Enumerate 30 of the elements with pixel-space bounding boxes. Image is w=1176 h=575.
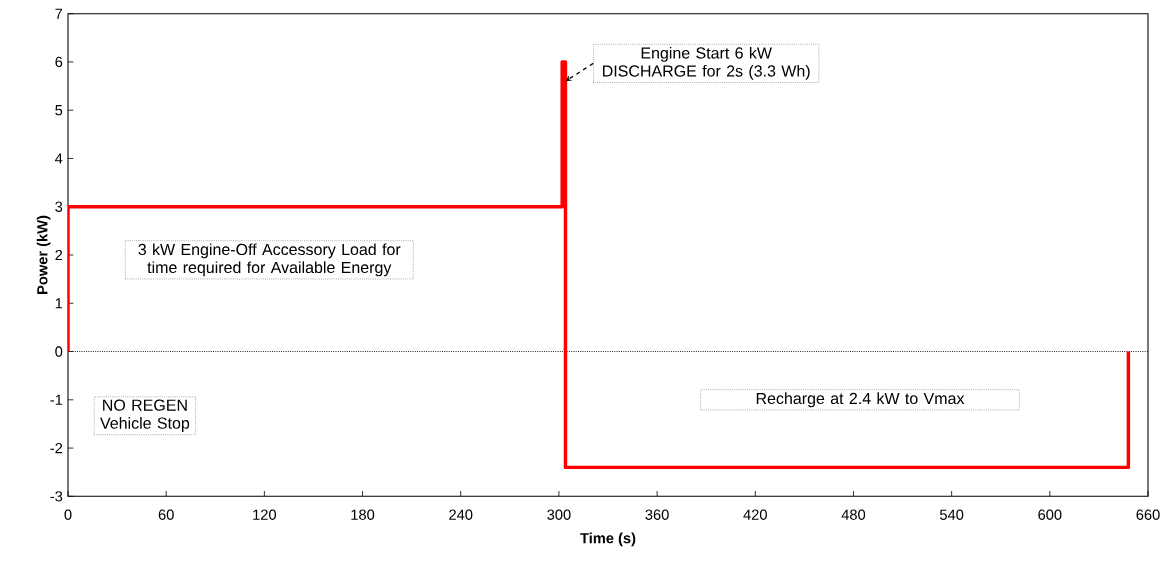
x-tick-label: 60 xyxy=(158,509,174,520)
x-tick-label: 360 xyxy=(645,509,669,520)
y-tick-label: 6 xyxy=(55,56,63,68)
y-tick-label: 1 xyxy=(55,298,63,309)
y-tick-label: 4 xyxy=(55,153,63,164)
x-tick-label: 300 xyxy=(547,509,571,520)
annotation: Recharge at 2.4 kW to Vmax xyxy=(756,392,965,408)
x-tick-label: 420 xyxy=(743,509,767,520)
x-axis-title: Time (s) xyxy=(580,532,636,547)
y-tick-label: 2 xyxy=(55,249,63,261)
x-tick-label: 180 xyxy=(351,509,375,520)
y-axis-title: Power (kW) xyxy=(36,215,51,294)
y-tick-label: -2 xyxy=(50,442,63,454)
annotation: 3 kW Engine-Off Accessory Load for time required for Available Energy xyxy=(138,243,401,277)
y-tick-label: 7 xyxy=(55,8,63,19)
y-tick-label: 3 xyxy=(55,201,63,212)
x-tick-label: 480 xyxy=(841,509,866,520)
annotation: Engine Start 6 kW DISCHARGE for 2s (3.3 Wh) xyxy=(603,46,810,80)
annotation: NO REGEN Vehicle Stop xyxy=(100,399,190,432)
y-tick-label: -3 xyxy=(50,491,63,502)
x-tick-label: 600 xyxy=(1038,509,1062,520)
y-tick-label: -1 xyxy=(50,394,63,405)
x-tick-label: 120 xyxy=(253,509,277,520)
x-tick-label: 660 xyxy=(1136,509,1160,520)
x-tick-label: 240 xyxy=(449,509,473,520)
x-tick-label: 540 xyxy=(939,509,964,520)
line-series xyxy=(68,60,1131,470)
y-tick-label: 0 xyxy=(55,346,63,357)
x-tick-label: 0 xyxy=(64,509,72,520)
y-tick-label: 5 xyxy=(55,105,63,116)
